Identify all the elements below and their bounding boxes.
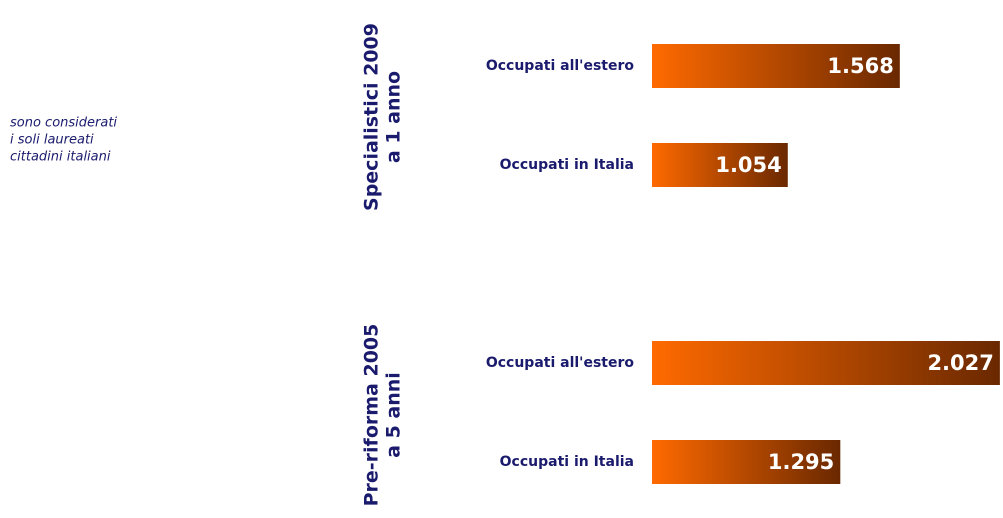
bar xyxy=(652,44,900,88)
category-label: Occupati all'estero xyxy=(486,58,635,74)
note-line: i soli laureati xyxy=(10,133,94,148)
category-label: Occupati in Italia xyxy=(500,454,634,470)
value-label: 2.027 xyxy=(927,351,993,375)
group-label: Pre-riforma 2005 xyxy=(361,324,383,507)
category-label: Occupati all'estero xyxy=(486,355,635,371)
category-label: Occupati in Italia xyxy=(500,157,634,173)
note-line: sono considerati xyxy=(10,116,117,131)
note-line: cittadini italiani xyxy=(10,150,111,165)
group-label: a 5 anni xyxy=(383,372,405,458)
bar xyxy=(652,341,1000,385)
bar xyxy=(652,143,788,187)
value-label: 1.054 xyxy=(715,153,781,177)
group-label: Specialistici 2009 xyxy=(361,23,383,211)
value-label: 1.295 xyxy=(768,450,834,474)
group-label: a 1 anno xyxy=(383,71,405,163)
bar xyxy=(652,440,841,484)
value-label: 1.568 xyxy=(827,54,893,78)
